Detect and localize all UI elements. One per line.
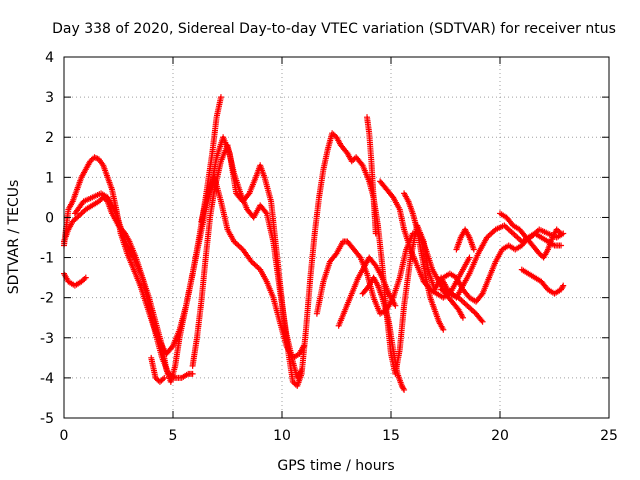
series-track-1 xyxy=(61,270,89,289)
series-track-6 xyxy=(189,142,305,381)
data-marker-interp xyxy=(168,344,175,351)
data-point xyxy=(558,242,565,249)
series-track-9 xyxy=(335,254,399,329)
data-point xyxy=(161,374,168,381)
data-marker-interp xyxy=(358,160,365,167)
series-track-4 xyxy=(71,190,196,381)
series-track-11 xyxy=(364,114,379,237)
data-point xyxy=(82,274,89,281)
x-tick-label: 20 xyxy=(491,428,509,444)
y-axis-label: SDTVAR / TECUs xyxy=(6,180,22,295)
data-marker-interp xyxy=(245,191,252,198)
data-point xyxy=(372,230,379,237)
series-track-5 xyxy=(148,354,168,385)
y-axis-ticks: -5 -4 -3 -2 -1 0 1 2 3 4 xyxy=(40,50,609,427)
chart-title: Day 338 of 2020, Sidereal Day-to-day VTE… xyxy=(52,21,616,37)
y-tick-label: -2 xyxy=(40,291,54,307)
data-point xyxy=(217,94,224,101)
data-point xyxy=(392,302,399,309)
data-marker-interp xyxy=(332,251,339,258)
data-marker-interp xyxy=(356,253,363,260)
data-point xyxy=(298,366,305,373)
series-track-18 xyxy=(453,226,477,253)
x-axis-label: GPS time / hours xyxy=(277,458,394,474)
y-tick-label: 3 xyxy=(45,90,54,106)
x-tick-label: 10 xyxy=(273,428,291,444)
series-track-17 xyxy=(518,266,567,297)
data-marker-interp xyxy=(262,209,269,216)
y-tick-label: -5 xyxy=(40,411,54,427)
series-track-16 xyxy=(497,210,565,261)
x-tick-label: 25 xyxy=(600,428,618,444)
data-marker-interp xyxy=(400,385,407,392)
data-marker-interp xyxy=(478,291,485,298)
data-point xyxy=(459,314,466,321)
x-tick-label: 0 xyxy=(60,428,69,444)
data-point xyxy=(189,370,196,377)
x-axis-ticks: 0 5 10 15 20 25 xyxy=(60,57,618,444)
data-marker-interp xyxy=(478,317,485,324)
x-tick-label: 5 xyxy=(169,428,178,444)
data-marker-interp xyxy=(371,261,378,268)
y-tick-label: -3 xyxy=(40,331,54,347)
data-point xyxy=(560,282,567,289)
data-point xyxy=(401,386,408,393)
x-tick-label: 15 xyxy=(382,428,400,444)
series-track-10 xyxy=(359,274,408,393)
data-point xyxy=(479,318,486,325)
data-point xyxy=(300,342,307,349)
data-point xyxy=(466,254,473,261)
y-tick-label: -1 xyxy=(40,251,54,267)
y-tick-label: 0 xyxy=(45,210,54,226)
data-markers xyxy=(61,94,567,393)
data-point xyxy=(558,230,565,237)
data-marker-interp xyxy=(389,193,396,200)
data-point xyxy=(470,246,477,253)
y-tick-label: 1 xyxy=(45,170,54,186)
y-tick-label: -4 xyxy=(40,371,54,387)
series-track-13 xyxy=(401,190,447,333)
y-tick-label: 2 xyxy=(45,130,54,146)
plot-frame xyxy=(63,56,610,419)
data-marker-interp xyxy=(559,283,566,290)
y-tick-label: 4 xyxy=(45,50,54,66)
series-track-15 xyxy=(438,286,486,325)
series-track-7 xyxy=(198,174,307,361)
data-point xyxy=(440,326,447,333)
